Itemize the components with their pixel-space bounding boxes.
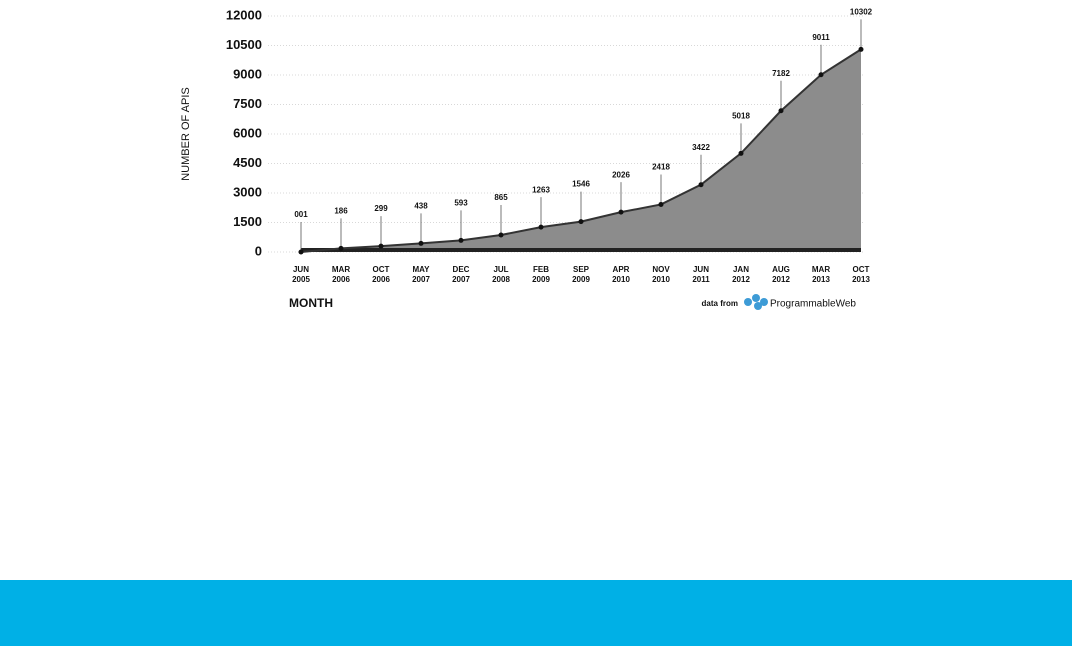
value-label: 2026 bbox=[612, 170, 630, 179]
point bbox=[338, 245, 344, 251]
x-tick-label: NOV 2010 bbox=[652, 265, 670, 284]
point bbox=[458, 237, 464, 243]
x-tick-label: FEB 2009 bbox=[532, 265, 550, 284]
x-tick-label: JUL 2008 bbox=[492, 265, 510, 284]
point bbox=[738, 150, 744, 156]
point bbox=[778, 108, 784, 114]
value-label: 865 bbox=[494, 193, 508, 202]
point bbox=[818, 72, 824, 78]
point bbox=[578, 219, 584, 225]
point bbox=[378, 243, 384, 249]
y-tick-label: 3000 bbox=[233, 184, 262, 199]
value-label: 5018 bbox=[732, 111, 750, 120]
source-prefix: data from bbox=[702, 299, 738, 308]
value-label: 7182 bbox=[772, 69, 790, 78]
x-tick-label: MAR 2006 bbox=[332, 265, 351, 284]
value-label: 1546 bbox=[572, 180, 590, 189]
y-tick-label: 7500 bbox=[233, 96, 262, 111]
point bbox=[298, 249, 304, 255]
value-label: 186 bbox=[334, 206, 348, 215]
source-name: ProgrammableWeb bbox=[770, 299, 856, 310]
footer-bar bbox=[0, 580, 1072, 646]
value-label: 9011 bbox=[812, 33, 830, 42]
x-tick-label: MAY 2007 bbox=[412, 265, 430, 284]
baseline-band bbox=[301, 248, 861, 252]
x-tick-label: APR 2010 bbox=[612, 265, 630, 284]
x-tick-label: SEP 2009 bbox=[572, 265, 590, 284]
value-label: 299 bbox=[374, 204, 388, 213]
value-label: 1263 bbox=[532, 185, 550, 194]
point bbox=[858, 46, 864, 52]
y-tick-label: 12000 bbox=[226, 7, 262, 22]
value-label: 2418 bbox=[652, 163, 670, 172]
area bbox=[301, 49, 861, 253]
value-label: 3422 bbox=[692, 143, 710, 152]
x-tick-label: AUG 2012 bbox=[772, 265, 790, 284]
point bbox=[418, 240, 424, 246]
x-tick-label: JUN 2011 bbox=[692, 265, 710, 284]
point bbox=[698, 182, 704, 188]
point bbox=[498, 232, 504, 238]
y-tick-label: 10500 bbox=[226, 37, 262, 52]
y-tick-label: 6000 bbox=[233, 125, 262, 140]
y-tick-label: 9000 bbox=[233, 66, 262, 81]
x-tick-label: MAR 2013 bbox=[812, 265, 831, 284]
x-tick-label: OCT 2006 bbox=[372, 265, 390, 284]
y-axis-label: NUMBER OF APIS bbox=[180, 87, 192, 181]
source-logo bbox=[744, 294, 768, 310]
x-tick-label: DEC 2007 bbox=[452, 265, 470, 284]
point bbox=[538, 224, 544, 230]
x-tick-label: JAN 2012 bbox=[732, 265, 750, 284]
point bbox=[658, 201, 664, 207]
value-label: 001 bbox=[294, 210, 308, 219]
y-tick-label: 4500 bbox=[233, 155, 262, 170]
x-tick-label: OCT 2013 bbox=[852, 265, 870, 284]
y-tick-label: 0 bbox=[255, 243, 262, 258]
value-label: 438 bbox=[414, 201, 428, 210]
value-label: 593 bbox=[454, 198, 468, 207]
y-tick-label: 1500 bbox=[233, 214, 262, 229]
value-label: 10302 bbox=[850, 8, 873, 17]
x-axis-label: MONTH bbox=[289, 296, 333, 310]
point bbox=[618, 209, 624, 215]
x-tick-label: JUN 2005 bbox=[292, 265, 310, 284]
